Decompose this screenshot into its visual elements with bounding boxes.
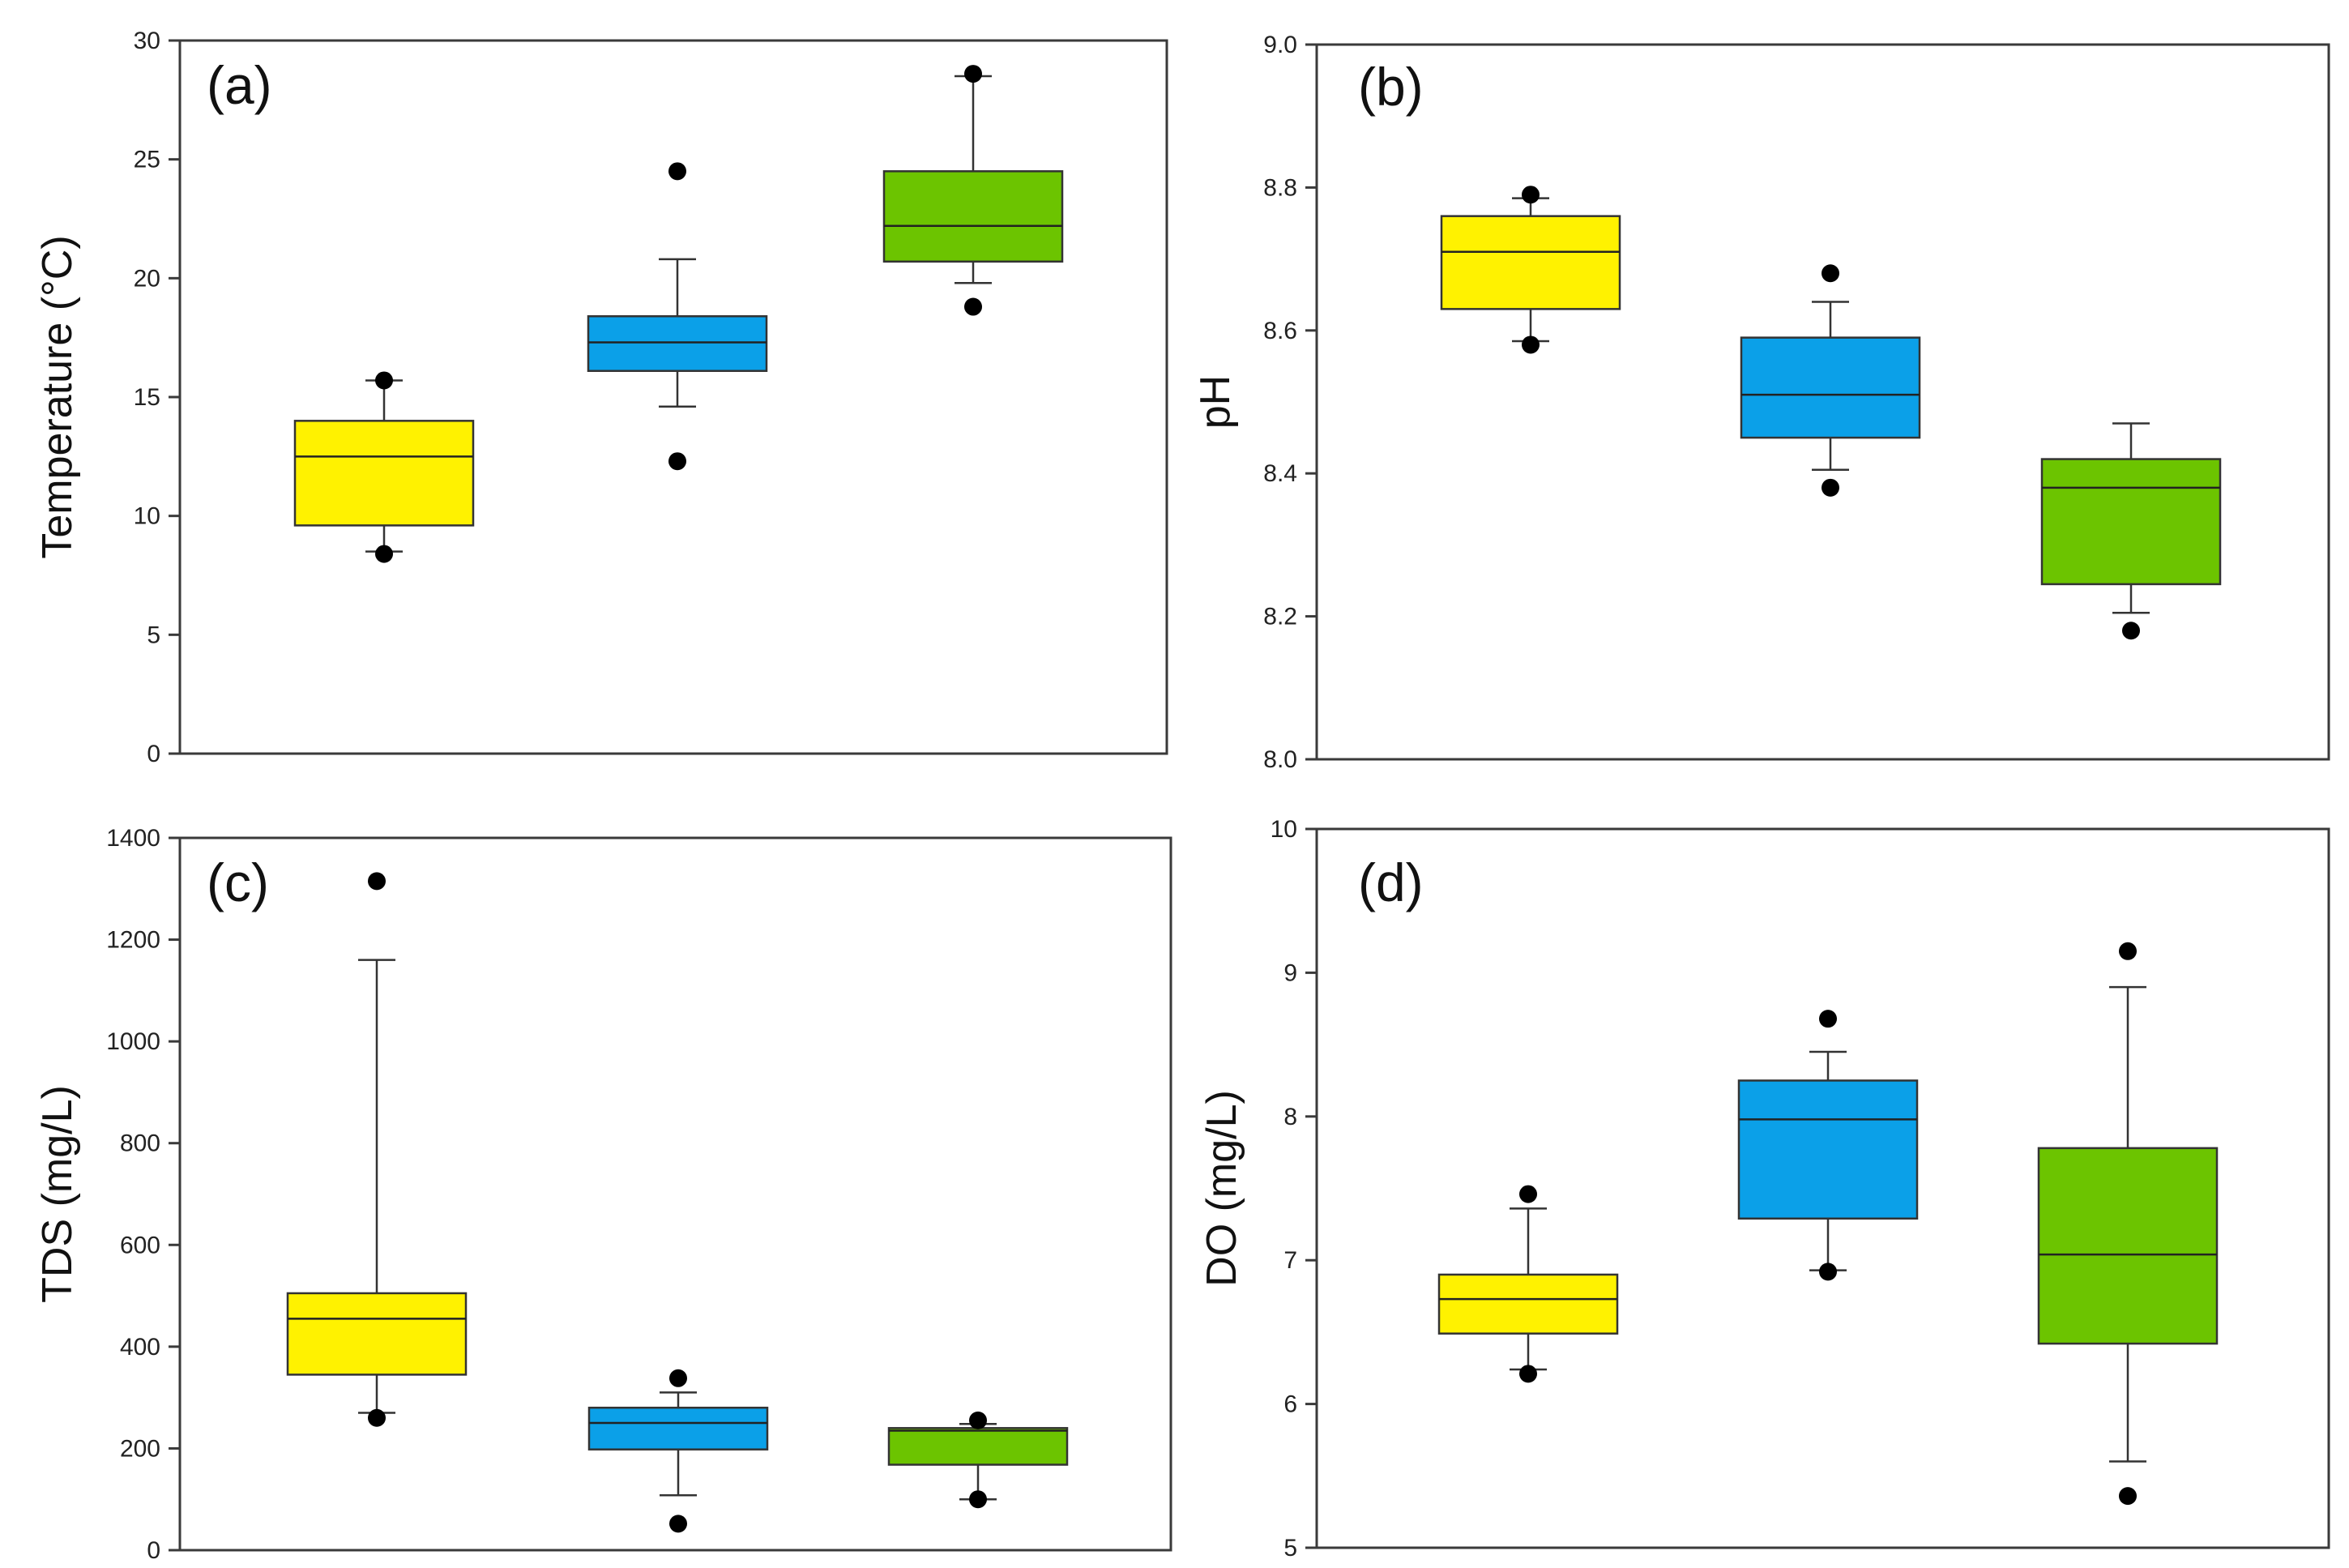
y-axis-label: TDS (mg/L) [34, 1085, 81, 1303]
y-tick-label: 1400 [106, 825, 160, 852]
outlier-point [2119, 1487, 2137, 1506]
outlier-point [375, 371, 393, 390]
y-tick-label: 8.6 [1263, 318, 1297, 344]
box-group1 [293, 371, 475, 563]
outlier-point [1519, 1185, 1537, 1203]
y-tick-label: 10 [134, 503, 160, 530]
outlier-point [368, 872, 386, 891]
outlier-point [668, 452, 686, 471]
y-tick-label: 800 [120, 1130, 160, 1157]
box-group3 [882, 65, 1064, 316]
y-tick-label: 8 [1283, 1104, 1297, 1130]
box-group1 [1437, 1185, 1619, 1383]
iqr-box [1440, 215, 1621, 310]
panel-temperature: 0 5 10 15 20 25 30 Temperature (°C) (a) [34, 28, 1168, 767]
panel-tds: 0 200 400 600 800 1000 1200 1400 TDS (mg/L) (c) [34, 825, 1172, 1564]
outlier-point [669, 1515, 687, 1533]
iqr-box [1437, 1273, 1619, 1335]
outlier-point [969, 1411, 987, 1429]
box-group3 [2037, 942, 2219, 1506]
iqr-box [2037, 1147, 2219, 1345]
iqr-box [1737, 1079, 1919, 1220]
plot-frame [178, 39, 1168, 755]
y-tick-label: 1200 [106, 927, 160, 954]
box-group3 [2040, 422, 2222, 640]
y-tick-label: 9 [1283, 959, 1297, 986]
outlier-point [969, 1490, 987, 1509]
y-tick-label: 6 [1283, 1391, 1297, 1418]
iqr-box [887, 1427, 1069, 1466]
box-group2 [587, 1369, 769, 1533]
outlier-point [1819, 1263, 1837, 1281]
y-tick-label: 25 [134, 147, 160, 173]
outlier-point [964, 297, 982, 316]
y-tick-label: 10 [1271, 816, 1297, 843]
outlier-point [1822, 478, 1839, 497]
y-tick-label: 5 [1283, 1535, 1297, 1562]
panel-tag: (b) [1358, 57, 1424, 117]
y-tick-label: 5 [147, 622, 160, 648]
y-tick-label: 1000 [106, 1028, 160, 1055]
y-axis-label: Temperature (°C) [34, 235, 81, 558]
y-tick-label: 20 [134, 265, 160, 292]
box-group2 [587, 162, 768, 471]
y-tick-label: 0 [147, 741, 160, 767]
iqr-box [1740, 336, 1921, 439]
y-axis-label: pH [1192, 375, 1239, 429]
outlier-point [1819, 1010, 1837, 1028]
outlier-point [1522, 186, 1540, 204]
y-tick-label: 8.4 [1263, 460, 1297, 487]
iqr-box [2040, 458, 2222, 586]
y-tick-label: 8.2 [1263, 604, 1297, 630]
panel-tag: (d) [1358, 852, 1424, 912]
outlier-point [2122, 622, 2140, 640]
iqr-box [882, 170, 1064, 263]
panel-ph: 8.0 8.2 8.4 8.6 8.8 9.0 pH (b) [1192, 32, 2330, 773]
outlier-point [1522, 335, 1540, 354]
y-tick-label: 9.0 [1263, 32, 1297, 58]
iqr-box [587, 315, 768, 372]
box-group2 [1737, 1010, 1919, 1281]
outlier-point [1519, 1365, 1537, 1383]
y-tick-label: 8.8 [1263, 174, 1297, 201]
outlier-point [368, 1408, 386, 1427]
box-group2 [1740, 264, 1921, 497]
panel-do: 5 6 7 8 9 10 DO (mg/L) (d) [1198, 816, 2330, 1562]
box-group3 [887, 1411, 1069, 1509]
box-group1 [286, 872, 468, 1427]
iqr-box [587, 1406, 769, 1451]
box-group1 [1440, 186, 1621, 354]
y-tick-label: 400 [120, 1334, 160, 1361]
y-tick-label: 0 [147, 1537, 160, 1564]
panel-tag: (a) [207, 55, 272, 115]
outlier-point [1822, 264, 1839, 283]
outlier-point [669, 1369, 687, 1387]
iqr-box [293, 420, 475, 527]
y-tick-label: 7 [1283, 1247, 1297, 1274]
y-tick-label: 600 [120, 1232, 160, 1258]
y-axis-label: DO (mg/L) [1198, 1090, 1245, 1287]
y-tick-label: 15 [134, 384, 160, 411]
y-tick-label: 30 [134, 28, 160, 54]
outlier-point [2119, 942, 2137, 960]
panel-tag: (c) [207, 852, 269, 912]
outlier-point [964, 65, 982, 83]
outlier-point [668, 162, 686, 181]
iqr-box [286, 1292, 468, 1376]
y-tick-label: 200 [120, 1435, 160, 1462]
y-tick-label: 8.0 [1263, 746, 1297, 773]
outlier-point [375, 545, 393, 563]
